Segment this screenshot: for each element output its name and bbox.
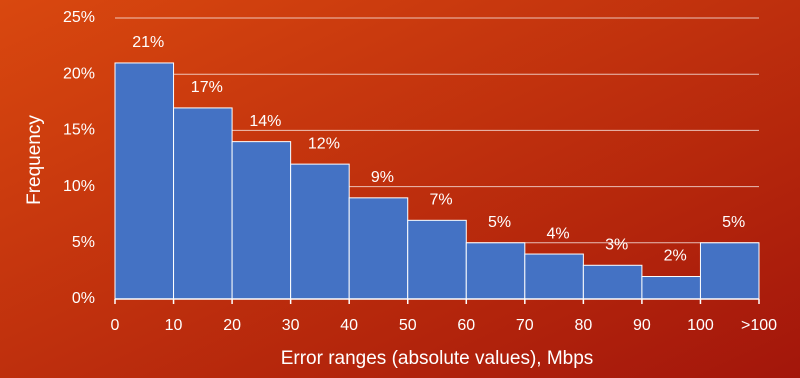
x-tick-label: >100: [741, 317, 777, 334]
x-axis-title: Error ranges (absolute values), Mbps: [281, 348, 594, 369]
value-label: 4%: [547, 225, 570, 242]
y-tick-label: 20%: [63, 65, 95, 82]
x-tick-label: 30: [282, 317, 300, 334]
y-tick-label: 25%: [63, 9, 95, 26]
x-tick-label: 40: [340, 317, 358, 334]
x-tick-label: 90: [633, 317, 651, 334]
value-label: 12%: [308, 135, 340, 152]
value-label: 5%: [722, 214, 745, 231]
value-label: 17%: [191, 79, 223, 96]
bar: [114, 62, 175, 300]
x-tick-label: 10: [165, 317, 183, 334]
bar: [407, 219, 467, 300]
value-label: 5%: [488, 214, 511, 231]
bar: [348, 197, 409, 300]
value-label: 2%: [664, 248, 687, 265]
bar: [231, 141, 292, 300]
x-tick-label: 50: [399, 317, 417, 334]
bar: [465, 242, 526, 300]
y-tick-label: 15%: [63, 122, 95, 139]
value-label: 3%: [605, 236, 628, 253]
value-label: 14%: [249, 113, 281, 130]
x-tick-label: 100: [687, 317, 714, 334]
y-tick-label: 10%: [63, 178, 95, 195]
bar: [173, 107, 233, 300]
bar: [699, 242, 760, 300]
x-tick-label: 60: [457, 317, 475, 334]
x-tick-label: 70: [516, 317, 534, 334]
value-label: 21%: [132, 34, 164, 51]
value-label: 7%: [429, 192, 452, 209]
x-tick-label: 0: [111, 317, 120, 334]
bar: [641, 276, 701, 300]
y-axis-title: Frequency: [24, 115, 45, 205]
bar: [582, 264, 643, 300]
y-tick-label: 5%: [72, 234, 95, 251]
x-tick-label: 20: [223, 317, 241, 334]
y-tick-label: 0%: [72, 290, 95, 307]
bar: [524, 253, 584, 300]
bar: [290, 163, 350, 300]
value-label: 9%: [371, 169, 394, 186]
x-tick-label: 80: [574, 317, 592, 334]
